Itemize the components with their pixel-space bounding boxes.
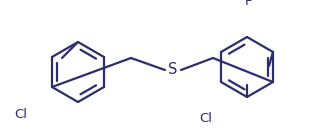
Text: Cl: Cl (14, 109, 27, 122)
Text: Cl: Cl (199, 112, 213, 125)
Text: F: F (244, 0, 252, 8)
Text: S: S (168, 62, 178, 78)
